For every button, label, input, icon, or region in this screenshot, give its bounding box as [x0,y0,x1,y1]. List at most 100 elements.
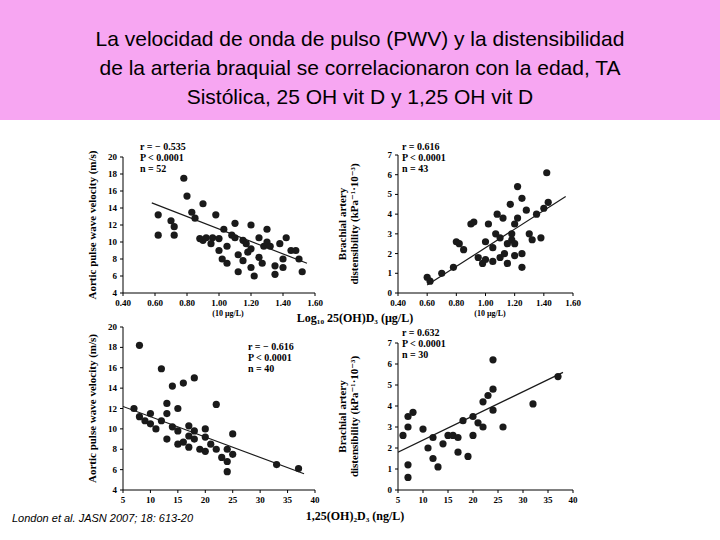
y-axis [398,155,399,293]
y-tick-label: 14 [108,203,118,213]
x-tick [543,293,544,296]
point [213,446,220,453]
y-axis [398,343,399,490]
x-tick-label: 1.20 [243,298,259,308]
x-axis-note: (10 µg/L) [474,309,506,318]
annotation: r = 0.616 [402,141,439,152]
x-tick-label: 10 [419,495,429,505]
point [202,425,209,432]
point [279,264,286,271]
x-axis [123,490,315,491]
point [484,392,491,399]
point [169,382,176,389]
x-tick [283,293,284,296]
y-tick [120,157,123,158]
x-tick [219,293,220,296]
point [529,400,536,407]
point [215,235,222,242]
y-tick-label: 5 [388,380,393,390]
y-axis-label: distensibility (kPa⁻¹·10⁻³) [348,356,361,478]
point [409,409,416,416]
y-axis-label: Aortic pulse wave velocity (m/s) [86,334,99,483]
y-tick [395,448,398,449]
x-tick [514,293,515,296]
title-line: de la arteria braquial se correlacionaro… [0,53,720,82]
point [460,246,467,253]
y-tick [120,242,123,243]
y-tick [395,155,398,156]
x-tick-label: 30 [256,495,266,505]
x-tick-label: 1.40 [536,298,552,308]
x-tick-label: 1.20 [507,298,523,308]
panel: 0.400.600.801.001.201.401.6001234567Brac… [336,141,581,318]
panel: 510152025303540468101214161820Aortic pul… [86,322,404,523]
y-tick [395,273,398,274]
point [223,243,230,250]
annotation: r = 0.632 [402,327,439,338]
y-tick-label: 6 [113,271,118,281]
plot-area [123,342,304,476]
annotation: P < 0.0001 [248,352,292,363]
point [180,379,187,386]
x-tick-label: 20 [201,495,211,505]
x-tick-label: 1.40 [275,298,291,308]
point [207,240,214,247]
point [235,268,242,275]
x-tick-label: 40 [569,495,579,505]
x-tick [573,293,574,296]
x-tick [187,293,188,296]
x-tick-label: 15 [444,495,454,505]
point [499,214,506,221]
point [399,432,406,439]
y-tick-label: 7 [388,150,393,160]
trend-line [427,196,566,285]
x-tick-label: 15 [173,495,183,505]
x-tick-label: 30 [519,495,529,505]
point [163,410,170,417]
point [224,468,231,475]
point [499,423,506,430]
x-tick [548,490,549,493]
x-tick [315,490,316,493]
title-line: Sistólica, 25 OH vit D y 1,25 OH vit D [0,82,720,111]
y-tick [120,174,123,175]
point [174,405,181,412]
y-tick [120,449,123,450]
point [251,272,258,279]
y-tick [395,174,398,175]
y-tick-label: 0 [388,288,393,298]
point [489,386,496,393]
x-tick-label: 1.60 [307,298,323,308]
x-tick [448,490,449,493]
x-tick-label: 40 [311,495,321,505]
x-tick [260,490,261,493]
point [235,251,242,258]
source: London et al. JASN 2007; 18: 613-20 [12,512,193,524]
point [537,234,544,241]
point [271,271,278,278]
point [523,207,530,214]
point [479,398,486,405]
x-tick-label: 10 [146,495,156,505]
point [213,401,220,408]
point [545,199,552,206]
x-tick [485,293,486,296]
point [147,420,154,427]
title-line: La velocidad de onda de pulso (PWV) y la… [0,24,720,53]
point [518,264,525,271]
point [470,218,477,225]
y-tick [395,293,398,294]
point [404,474,411,481]
y-tick-label: 10 [108,424,118,434]
x-tick-label: 1.00 [211,298,227,308]
point [231,220,238,227]
trend-line [398,372,563,452]
y-tick [395,343,398,344]
point [212,211,219,218]
x-axis-label: 1,25(OH)₂D₃ (ng/L) [306,509,405,523]
point [518,250,525,257]
x-tick [315,293,316,296]
point [479,423,486,430]
x-tick-label: 1.60 [565,298,581,308]
y-tick [395,364,398,365]
